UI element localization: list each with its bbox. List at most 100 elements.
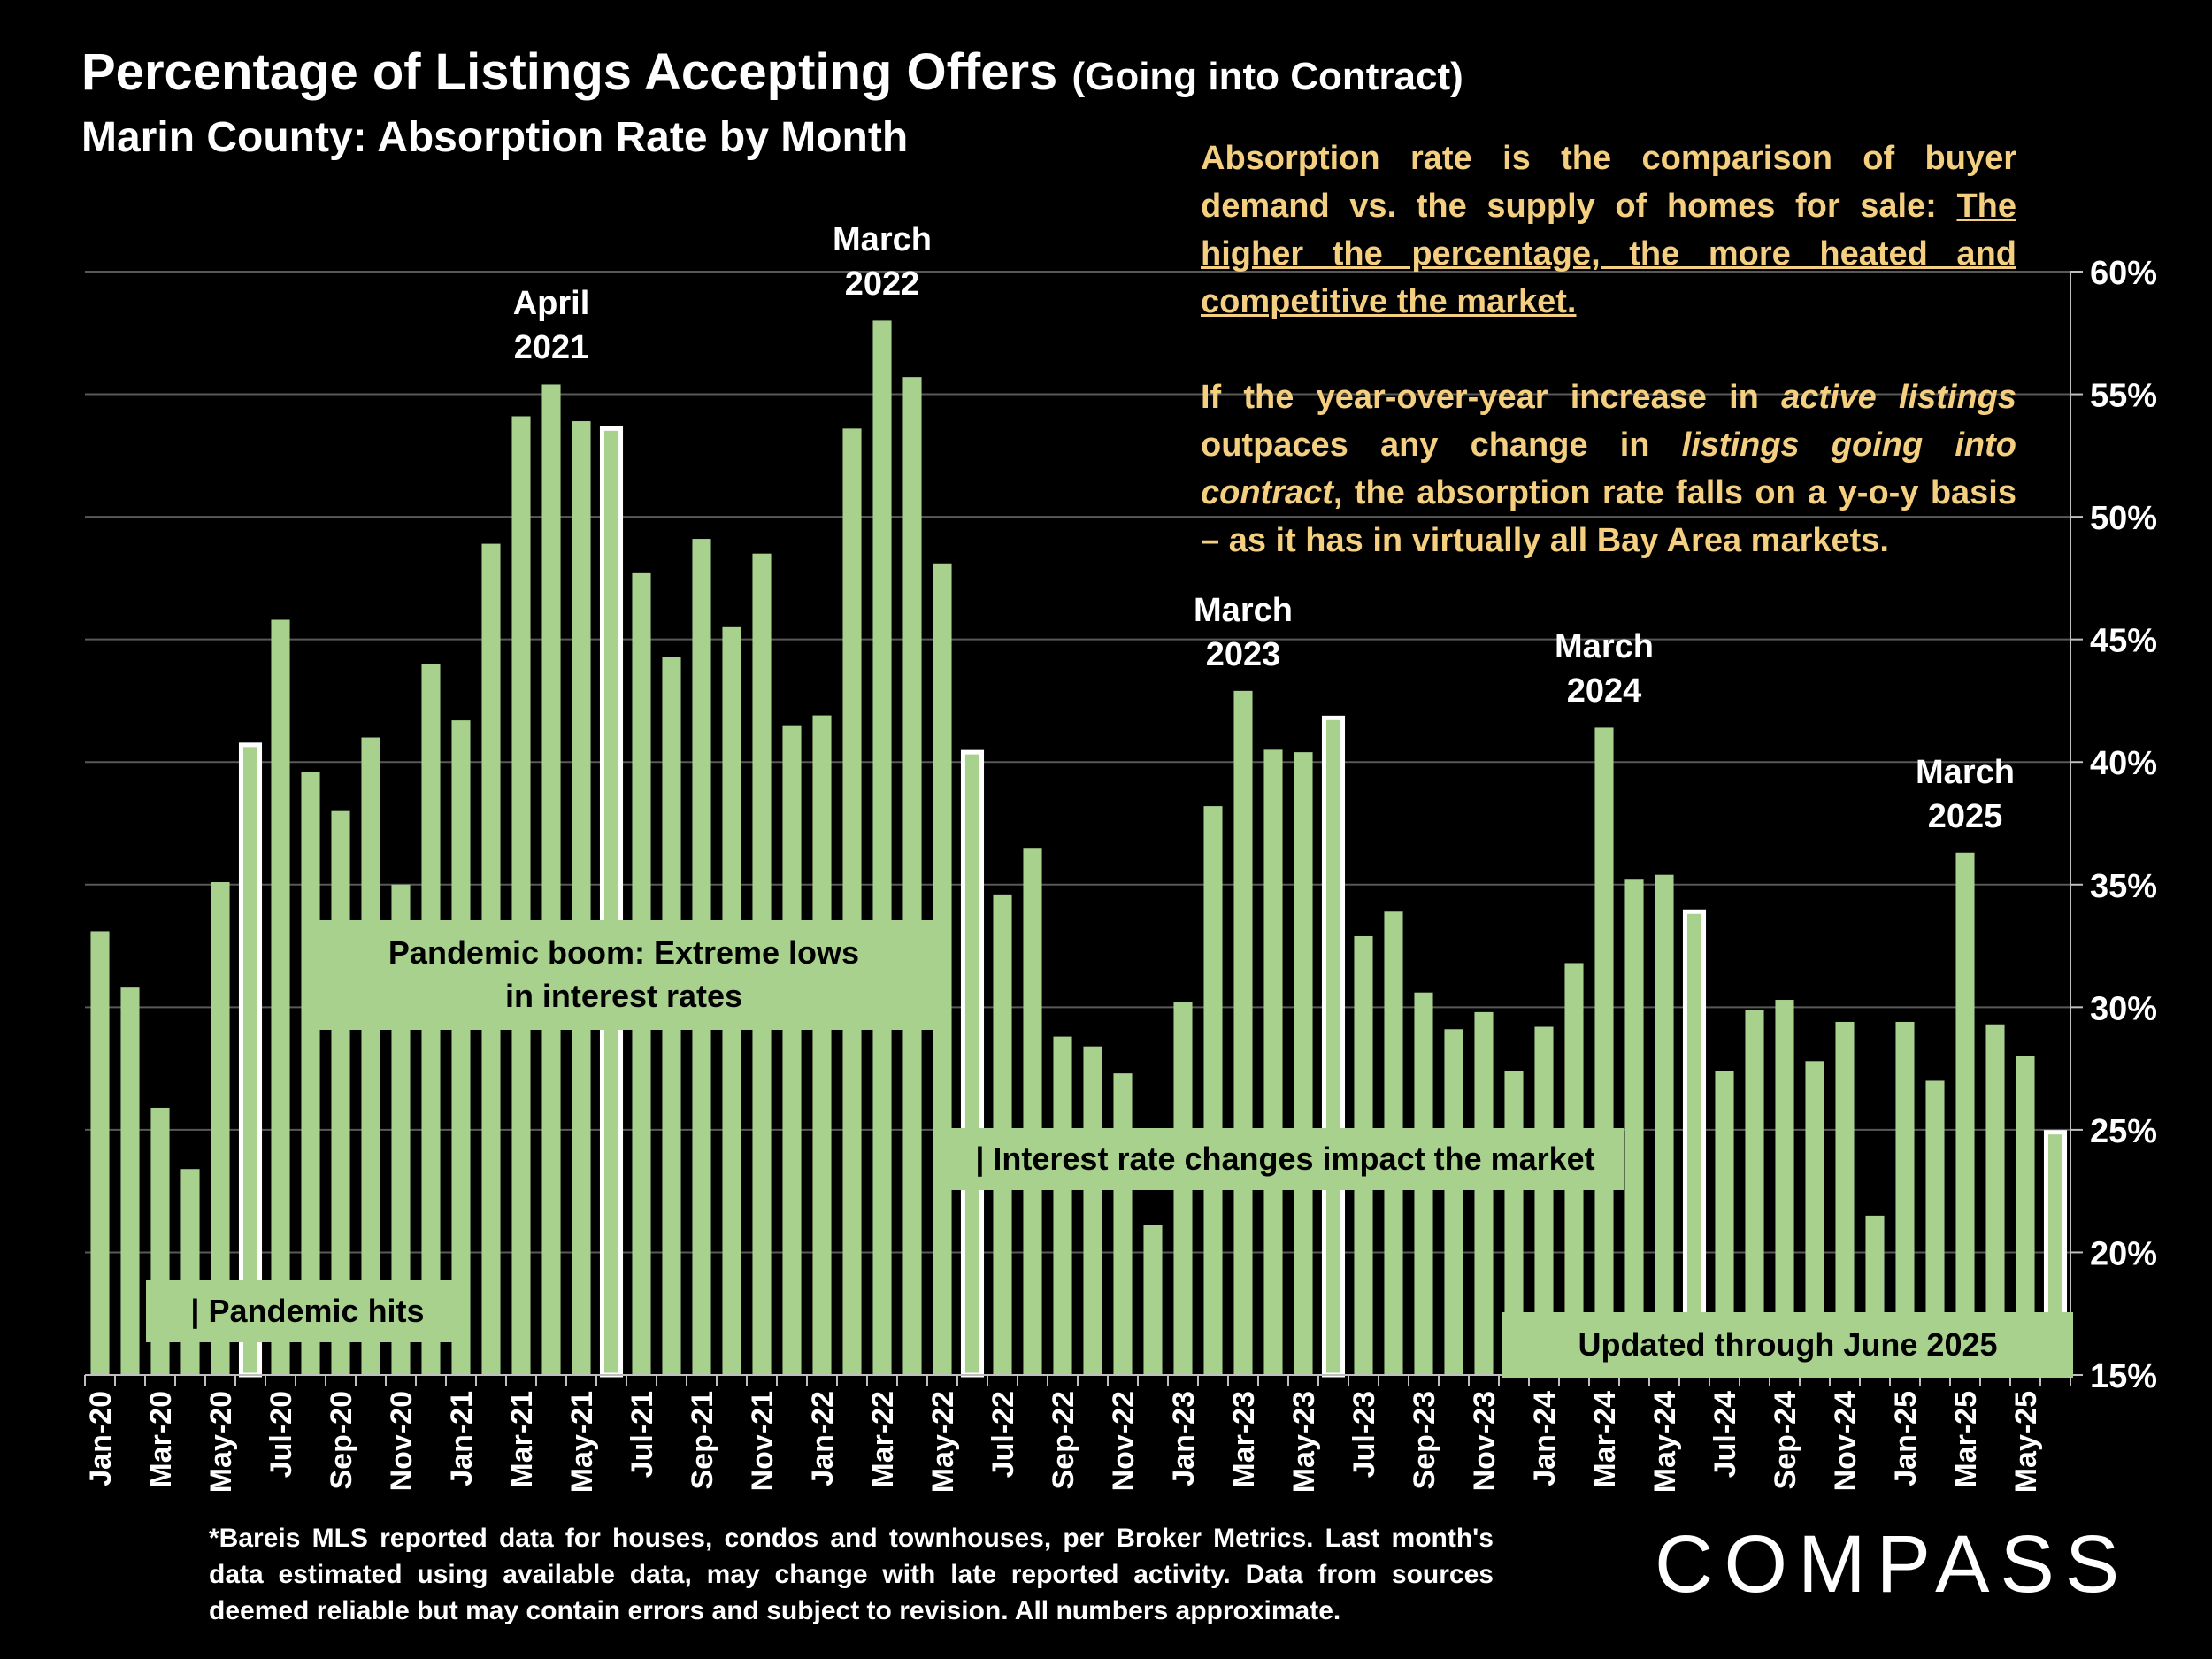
x-tick-label: Jul-21	[626, 1391, 659, 1478]
x-tick-label: Jan-25	[1889, 1391, 1923, 1486]
x-tick-label: Mar-23	[1227, 1391, 1261, 1488]
bar-Jul-24	[1715, 1071, 1734, 1375]
bar-Jun-21	[599, 426, 624, 1378]
bar-May-20	[211, 882, 230, 1375]
bar-Apr-24	[1624, 879, 1644, 1375]
bar-Dec-21	[782, 725, 802, 1375]
y-tick-label: 20%	[2090, 1235, 2157, 1272]
bar-May-25	[2016, 1056, 2035, 1375]
peak-label-month: March	[833, 221, 932, 259]
bar-Jan-22	[812, 715, 832, 1375]
x-tick-label: Jul-22	[987, 1391, 1020, 1478]
bar-Nov-23	[1474, 1011, 1494, 1375]
x-tick-label: Sep-24	[1769, 1391, 1802, 1490]
explanation-note: Absorption rate is the comparison of buy…	[1201, 140, 2017, 559]
x-tick-label: Jan-24	[1528, 1391, 1562, 1486]
bar-Aug-22	[1023, 848, 1042, 1375]
x-tick-label: May-23	[1287, 1391, 1321, 1493]
bar-Jan-21	[451, 720, 471, 1375]
bar-Apr-25	[1985, 1024, 2005, 1375]
bar-Feb-20	[120, 987, 140, 1375]
x-tick-label: Nov-21	[746, 1391, 780, 1491]
x-tick-label: Sep-22	[1047, 1391, 1080, 1490]
y-tick-label: 40%	[2090, 745, 2157, 782]
pandemic-boom-box: Pandemic boom: Extreme lows in interest …	[315, 920, 933, 1030]
interest-rate-box: | Interest rate changes impact the marke…	[947, 1128, 1624, 1190]
bar-May-22	[933, 563, 952, 1375]
bar-Mar-24	[1594, 727, 1614, 1375]
x-tick-label: Mar-20	[144, 1391, 178, 1488]
bar-Jan-24	[1534, 1026, 1554, 1375]
x-tick-label: Jul-20	[265, 1391, 298, 1478]
bar-May-21	[572, 421, 591, 1375]
bar-Sep-22	[1053, 1036, 1072, 1375]
peak-label-month: March	[1194, 591, 1293, 629]
peak-label-year: 2025	[1927, 797, 2003, 835]
x-tick-label: Sep-23	[1408, 1391, 1441, 1490]
y-tick-label: 25%	[2090, 1113, 2157, 1150]
bar-Mar-22	[872, 320, 892, 1375]
x-tick-label: Mar-25	[1949, 1391, 1983, 1488]
bar-Feb-22	[842, 428, 862, 1376]
updated-box: Updated through June 2025	[1502, 1312, 2073, 1378]
bar-May-23	[1294, 752, 1313, 1375]
chart-title: Percentage of Listings Accepting Offers …	[81, 43, 1463, 101]
bar-Jul-20	[271, 619, 290, 1375]
compass-logo: COMPASS	[1655, 1519, 2131, 1609]
x-tick-label: Jan-20	[84, 1391, 118, 1486]
peak-label-month: March	[1555, 628, 1654, 666]
x-tick-label: Nov-20	[385, 1391, 419, 1491]
x-tick-label: Sep-21	[686, 1391, 719, 1490]
bar-Nov-22	[1113, 1073, 1133, 1375]
x-tick-label: May-21	[565, 1391, 599, 1493]
peak-label-year: 2024	[1566, 672, 1642, 710]
peak-label: March 2025	[1877, 750, 2054, 839]
y-tick-label: 35%	[2090, 868, 2157, 905]
x-tick-label: Sep-20	[325, 1391, 358, 1490]
bar-Jun-22	[960, 749, 985, 1378]
bar-Jan-25	[1895, 1021, 1915, 1375]
peak-label-year: 2022	[844, 265, 920, 303]
y-tick-label: 60%	[2090, 255, 2157, 292]
bar-Apr-20	[180, 1169, 200, 1375]
bar-Oct-24	[1805, 1061, 1824, 1375]
bar-Dec-22	[1143, 1225, 1163, 1375]
peak-label-year: 2021	[513, 329, 589, 367]
x-tick-label: Mar-22	[866, 1391, 900, 1488]
bar-Oct-23	[1444, 1029, 1463, 1375]
bar-Mar-23	[1233, 690, 1253, 1375]
x-tick-label: Mar-24	[1588, 1391, 1622, 1488]
bar-Apr-22	[902, 377, 922, 1376]
peak-label-year: 2023	[1205, 635, 1281, 673]
bar-Mar-25	[1955, 852, 1975, 1375]
bar-Nov-24	[1835, 1021, 1855, 1375]
x-tick-label: Nov-23	[1468, 1391, 1502, 1491]
peak-label: March 2024	[1516, 625, 1693, 713]
x-tick-label: May-24	[1648, 1391, 1682, 1493]
bar-Jan-20	[90, 931, 110, 1375]
y-tick-label: 15%	[2090, 1358, 2157, 1395]
x-tick-label: Jan-22	[806, 1391, 840, 1486]
bar-Aug-24	[1745, 1010, 1764, 1375]
chart-subtitle: Marin County: Absorption Rate by Month	[81, 114, 909, 161]
y-tick-label: 45%	[2090, 623, 2157, 660]
x-tick-label: Jul-24	[1709, 1391, 1742, 1478]
peak-label: March 2023	[1155, 588, 1332, 677]
bar-Jun-23	[1321, 715, 1346, 1378]
peak-label: April 2021	[463, 281, 640, 370]
y-tick-label: 50%	[2090, 500, 2157, 537]
pandemic-hits-box: | Pandemic hits	[146, 1280, 469, 1342]
bar-May-24	[1655, 874, 1674, 1375]
bar-Mar-21	[511, 416, 531, 1375]
bar-Feb-23	[1203, 806, 1223, 1375]
y-tick-label: 55%	[2090, 378, 2157, 415]
bar-Oct-20	[361, 737, 380, 1375]
peak-label: March 2022	[794, 218, 971, 306]
x-tick-label: Mar-21	[505, 1391, 539, 1488]
x-tick-label: Nov-24	[1829, 1391, 1863, 1491]
y-tick-label: 30%	[2090, 990, 2157, 1027]
x-tick-label: Jul-23	[1348, 1391, 1381, 1478]
x-tick-label: Jan-23	[1167, 1391, 1201, 1486]
footnote: *Bareis MLS reported data for houses, co…	[209, 1524, 1494, 1625]
